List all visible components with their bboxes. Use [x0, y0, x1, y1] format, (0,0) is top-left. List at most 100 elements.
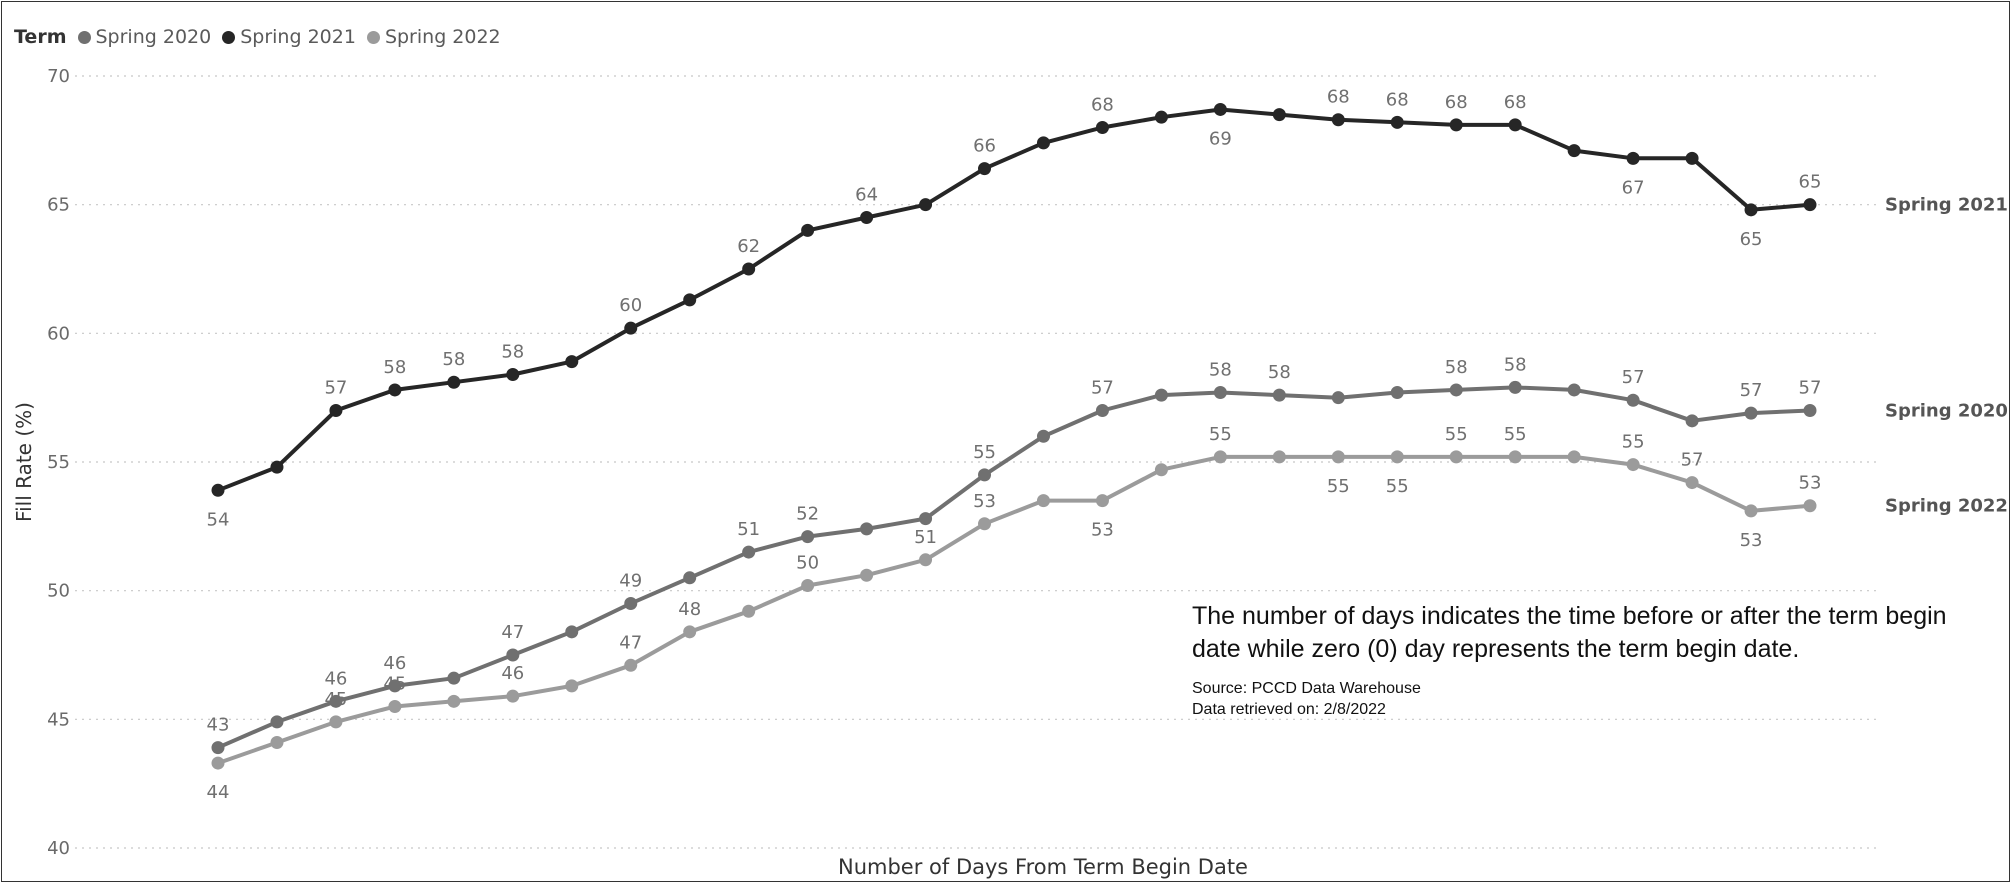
series-line-spring-2022: [217, 454, 1811, 765]
data-point: [388, 679, 402, 693]
data-label: 48: [678, 599, 701, 620]
data-point: [1154, 463, 1168, 477]
data-point: [1272, 388, 1286, 402]
legend: Term Spring 2020 Spring 2021 Spring 2022: [14, 26, 505, 48]
data-point: [1331, 391, 1345, 405]
x-axis-label: Number of Days From Term Begin Date: [838, 855, 1248, 879]
data-label: 69: [1209, 128, 1232, 149]
data-point: [1626, 151, 1640, 165]
data-point: [801, 530, 815, 544]
data-point: [1685, 414, 1699, 428]
data-point: [919, 512, 933, 526]
data-point: [1095, 120, 1109, 134]
data-point: [801, 223, 815, 237]
data-label: 43: [207, 715, 230, 736]
data-point: [270, 460, 284, 474]
data-label: 54: [207, 509, 230, 530]
annotation-text: The number of days indicates the time be…: [1192, 602, 1947, 663]
data-point: [211, 756, 225, 770]
data-label: 57: [1091, 378, 1114, 399]
source-text: Source: PCCD Data Warehouse: [1192, 680, 1421, 697]
annotation-box: The number of days indicates the time be…: [1192, 600, 1972, 720]
series-end-label: Spring 2021: [1885, 195, 2008, 216]
series-line-spring-2021: [217, 107, 1811, 493]
data-label: 55: [1504, 424, 1527, 445]
series-line-spring-2020: [217, 385, 1811, 750]
retrieved-date-text: Data retrieved on: 2/8/2022: [1192, 701, 1386, 718]
data-label: 67: [1622, 177, 1645, 198]
data-label: 68: [1445, 92, 1468, 113]
data-label: 45: [383, 673, 406, 694]
data-label: 58: [1445, 357, 1468, 378]
data-label: 65: [1799, 172, 1822, 193]
legend-label: Spring 2021: [240, 26, 356, 48]
data-point: [1036, 136, 1050, 150]
data-point: [447, 375, 461, 389]
legend-item-spring-2021[interactable]: Spring 2021: [222, 26, 356, 48]
data-point: [1213, 450, 1227, 464]
data-label: 57: [1681, 450, 1704, 471]
data-point: [1567, 383, 1581, 397]
data-label: 57: [324, 378, 347, 399]
data-label: 57: [1622, 367, 1645, 388]
data-point: [388, 383, 402, 397]
data-point: [1803, 198, 1817, 212]
data-point: [1390, 115, 1404, 129]
data-point: [1508, 380, 1522, 394]
data-label: 68: [1504, 92, 1527, 113]
legend-label: Spring 2020: [95, 26, 212, 48]
data-point: [742, 604, 756, 618]
data-point: [978, 517, 992, 531]
data-point: [742, 262, 756, 276]
data-point: [860, 522, 874, 536]
data-point: [447, 671, 461, 685]
data-point: [801, 579, 815, 593]
data-point: [624, 597, 638, 611]
data-point: [1626, 393, 1640, 407]
data-point: [1744, 504, 1758, 518]
legend-item-spring-2020[interactable]: Spring 2020: [77, 26, 212, 48]
data-point: [506, 368, 520, 382]
data-point: [860, 568, 874, 582]
data-point: [1744, 406, 1758, 420]
y-tick-label: 45: [47, 709, 70, 730]
data-label: 46: [324, 668, 347, 689]
data-point: [1744, 203, 1758, 217]
data-point: [1095, 494, 1109, 508]
data-point: [1390, 386, 1404, 400]
data-point: [1803, 404, 1817, 418]
data-point: [565, 625, 579, 639]
data-point: [329, 404, 343, 418]
y-tick-label: 55: [47, 452, 70, 473]
legend-marker-icon: [222, 30, 236, 44]
data-point: [329, 694, 343, 708]
y-tick-label: 70: [47, 66, 70, 87]
data-point: [1685, 151, 1699, 165]
data-point: [1449, 383, 1463, 397]
legend-item-spring-2022[interactable]: Spring 2022: [366, 26, 501, 48]
data-label: 53: [1091, 520, 1114, 541]
legend-title: Term: [14, 26, 67, 48]
legend-label: Spring 2022: [384, 26, 501, 48]
series-end-label: Spring 2020: [1885, 401, 2008, 422]
data-point: [1390, 450, 1404, 464]
data-label: 46: [383, 653, 406, 674]
data-label: 55: [1386, 476, 1409, 497]
data-label: 47: [501, 622, 524, 643]
data-label: 50: [796, 553, 819, 574]
y-tick-label: 65: [47, 195, 70, 216]
data-point: [1331, 450, 1345, 464]
data-point: [1213, 102, 1227, 116]
data-label: 64: [855, 185, 878, 206]
data-point: [1095, 404, 1109, 418]
legend-marker-icon: [77, 30, 91, 44]
y-tick-label: 50: [47, 581, 70, 602]
data-point: [1803, 499, 1817, 513]
data-point: [506, 689, 520, 703]
data-label: 44: [207, 782, 230, 803]
data-label: 47: [619, 632, 642, 653]
data-label: 58: [442, 349, 465, 370]
data-point: [1508, 450, 1522, 464]
